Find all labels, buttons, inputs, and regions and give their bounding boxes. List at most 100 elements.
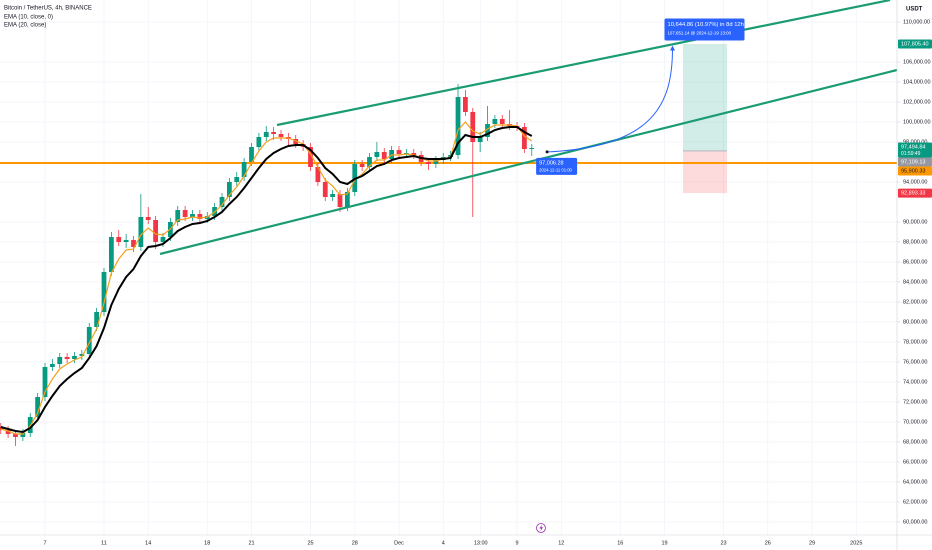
position-loss-zone: [682, 150, 728, 194]
y-tick-label: 106,000.00: [903, 59, 931, 65]
candle-body: [359, 164, 365, 167]
y-tick-label: 100,000.00: [903, 119, 931, 125]
projection-end-price: 107,651.14 @ 2024-12-19 13:00: [667, 31, 731, 36]
candle-body: [249, 147, 254, 162]
x-tick-label: 16: [617, 540, 623, 546]
grid: [0, 0, 897, 535]
projection-end-box: [664, 18, 745, 41]
y-tick-label: 104,000.00: [903, 79, 931, 85]
candle-body: [175, 210, 181, 222]
y-tick-label: 78,000.00: [903, 339, 927, 345]
candle-body: [256, 137, 262, 147]
price-label: 92,893.33: [901, 191, 925, 197]
candle-body: [344, 192, 350, 207]
y-tick-label: 64,000.00: [903, 479, 927, 485]
y-tick-label: 86,000.00: [903, 259, 927, 265]
countdown-label: 01:59:49: [901, 151, 921, 157]
candle-body: [271, 132, 277, 134]
candle-body: [13, 434, 18, 437]
ema-line: [0, 126, 533, 434]
candle-body: [138, 217, 144, 247]
candle-body: [241, 162, 247, 177]
x-tick-label: 12: [558, 540, 564, 546]
x-tick-label: 7: [43, 540, 46, 546]
candle-body: [322, 182, 328, 197]
candle-body: [315, 167, 321, 182]
candle-body: [131, 240, 136, 247]
candle-body: [330, 194, 336, 197]
candle-body: [492, 119, 498, 124]
candle-body: [64, 357, 70, 359]
candle-body: [411, 153, 417, 155]
price-label: 107,805.40: [901, 42, 929, 48]
price-label-bg: [898, 157, 932, 167]
y-tick-label: 70,000.00: [903, 419, 927, 425]
candle-body: [219, 197, 225, 207]
y-tick-label: 84,000.00: [903, 279, 927, 285]
x-tick-label: 28: [352, 540, 358, 546]
candle-body: [145, 217, 151, 220]
x-tick-label: 13:00: [474, 540, 488, 546]
candle-body: [396, 150, 402, 154]
x-tick-label: 11: [101, 540, 107, 546]
y-tick-label: 68,000.00: [903, 439, 927, 445]
legend-entry: EMA (20, close): [4, 23, 46, 29]
y-tick-label: 88,000.00: [903, 239, 927, 245]
y-tick-label: 82,000.00: [903, 299, 927, 305]
x-tick-label: 4: [442, 540, 445, 546]
trend-channel-line: [159, 68, 898, 256]
candle-body: [470, 112, 476, 142]
candle-body: [94, 312, 100, 327]
candle-body: [433, 160, 439, 164]
candle-body: [86, 327, 92, 354]
candle-body: [308, 147, 313, 167]
projection-start-box: [536, 157, 578, 175]
candle-body: [462, 97, 468, 112]
candle-body: [374, 152, 380, 157]
y-tick-label: 94,000.00: [903, 179, 927, 185]
candle-body: [197, 214, 203, 219]
candle-body: [499, 119, 505, 124]
candle-body: [35, 397, 41, 417]
legend: Bitcoin / TetherUS, 4h, BINANCE EMA (10,…: [4, 6, 92, 29]
candle-body: [20, 433, 26, 437]
y-tick-label: 98,000.00: [903, 139, 927, 145]
x-tick-label: 29: [809, 540, 815, 546]
candle-body: [42, 367, 48, 397]
candle-body: [367, 157, 372, 167]
x-tick-label: 18: [204, 540, 210, 546]
y-tick-label: 72,000.00: [903, 399, 927, 405]
x-tick-label: 26: [765, 540, 771, 546]
candle-body: [278, 134, 284, 137]
price-label-bg: [898, 39, 932, 49]
candle-body: [49, 364, 55, 367]
position-profit-zone: [682, 43, 728, 151]
candle-body: [477, 137, 483, 142]
candle-body: [108, 237, 114, 272]
plot-area: 97,006.28 2024-12-11 01:00 10,644.86 (10.9…: [0, 0, 898, 446]
candle-body: [226, 182, 232, 197]
x-tick-label: 19: [661, 540, 667, 546]
candle-body: [57, 357, 63, 364]
candle-body: [101, 272, 107, 312]
y-tick-label: 62,000.00: [903, 499, 927, 505]
y-tick-label: 60,000.00: [903, 519, 927, 525]
x-tick-label: 14: [145, 540, 151, 546]
x-tick-label: 21: [248, 540, 254, 546]
projection-arrow: [669, 45, 675, 51]
x-tick-label: 25: [307, 540, 313, 546]
candle-body: [485, 124, 490, 137]
candle-body: [160, 237, 166, 242]
event-icon[interactable]: [536, 523, 546, 533]
candle-body: [79, 354, 85, 356]
projection-start-price: 97,006.28: [539, 160, 563, 166]
projection-start-time: 2024-12-11 01:00: [539, 168, 572, 173]
price-label-bg: [898, 166, 932, 176]
currency-label: USDT: [906, 7, 923, 13]
price-label: 97,109.13: [901, 160, 925, 166]
candle-body: [153, 220, 159, 242]
price-label: 97,494.84: [901, 145, 925, 151]
